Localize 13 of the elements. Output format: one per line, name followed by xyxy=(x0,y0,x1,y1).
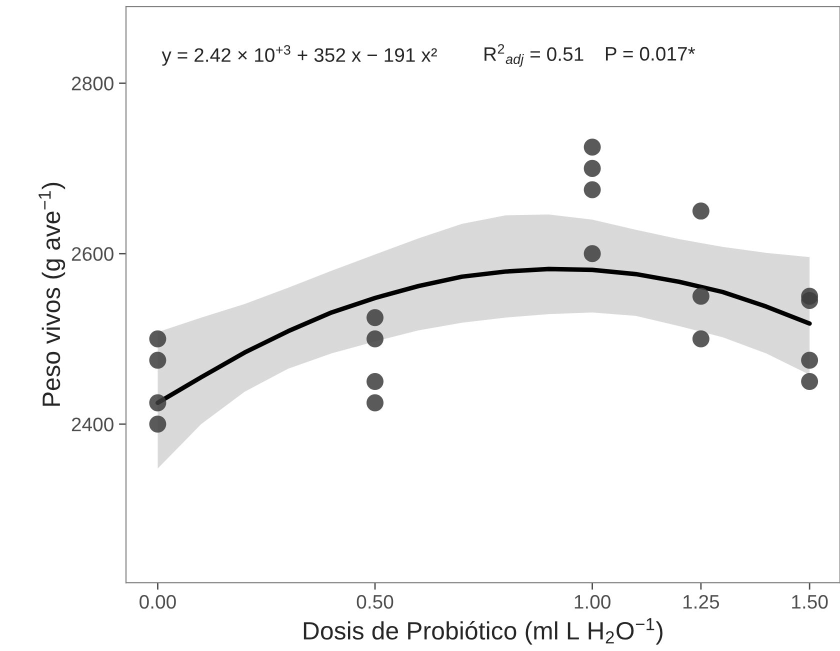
y-tick-label: 2600 xyxy=(72,247,114,261)
y-tick-label: 2400 xyxy=(72,418,114,432)
y-axis-title: Peso vivos (g ave$^{−1}$) xyxy=(38,182,66,406)
x-tick-label: 0.50 xyxy=(356,594,394,609)
x-axis-title: Dosis de Probiótico (ml L H$_{2}$O$^{−1}$) xyxy=(304,618,662,645)
x-tick-label: 0.00 xyxy=(140,594,176,609)
x-tick-label: 1.25 xyxy=(684,594,720,609)
annotation: P = 0.017* xyxy=(606,46,696,61)
y-tick-label: 2800 xyxy=(72,76,114,90)
x-tick-label: 1.50 xyxy=(792,594,828,609)
annotation: y = 2.42 × 10$^{+3}$ + 352 x − 191 x² xyxy=(162,45,437,66)
x-tick-label: 1.00 xyxy=(574,594,610,609)
annotation: R$^{2}$$_{adj}$ = 0.51 xyxy=(484,44,584,67)
